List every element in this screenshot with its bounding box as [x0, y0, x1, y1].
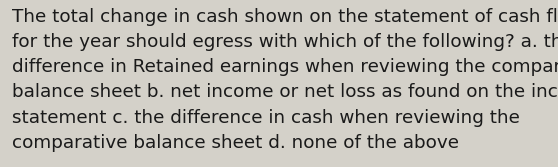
Text: The total change in cash shown on the statement of cash flows
for the year shoul: The total change in cash shown on the st…: [12, 8, 558, 152]
